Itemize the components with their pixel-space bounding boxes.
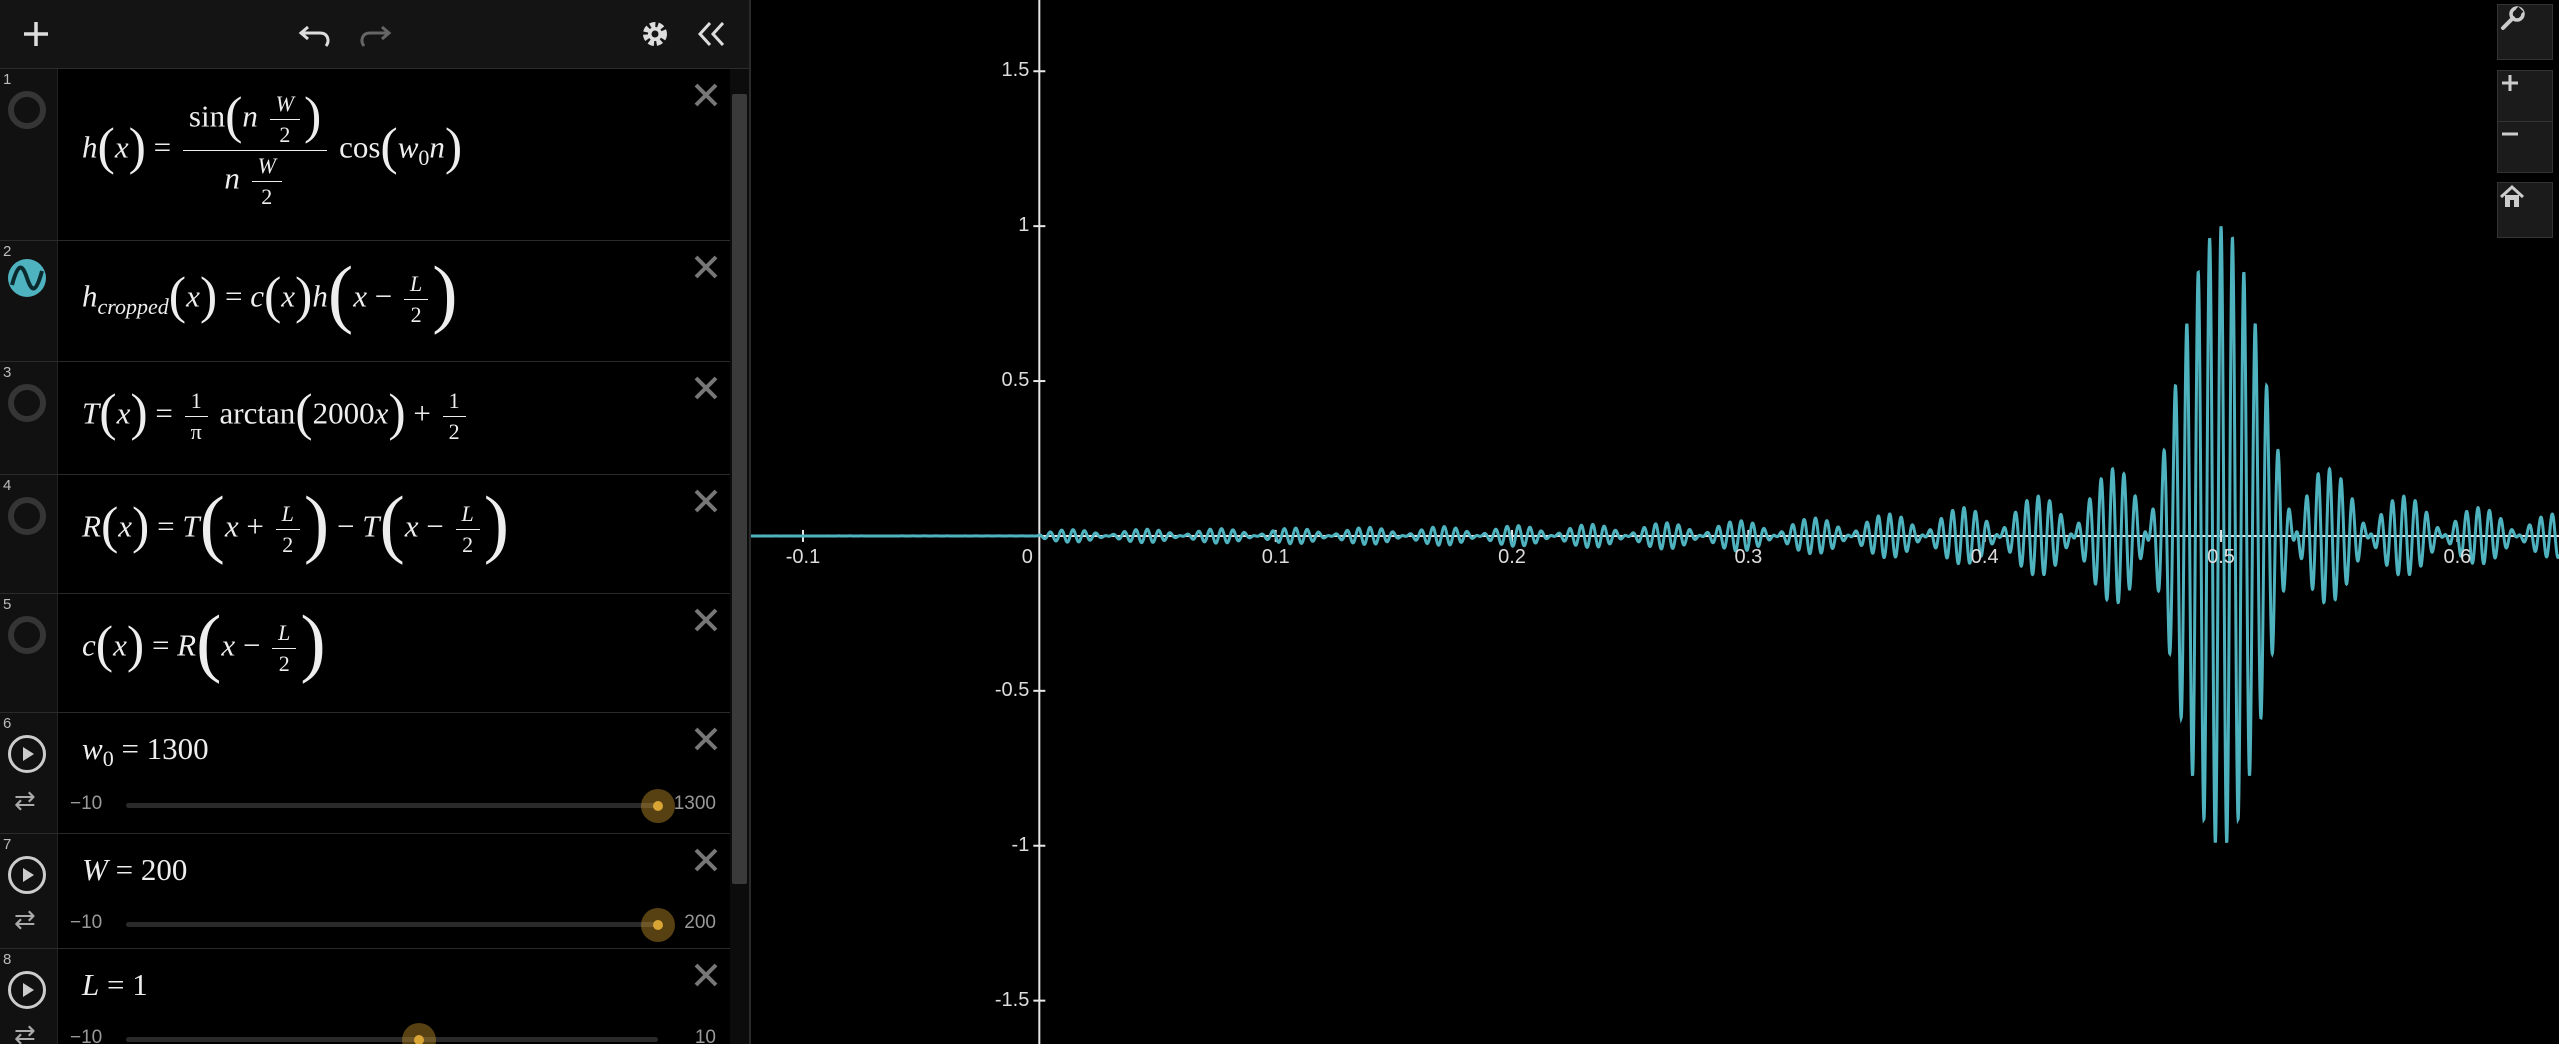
slider-equation[interactable]: L = 1 — [82, 967, 148, 1002]
expression-scrollbar[interactable] — [730, 69, 749, 1044]
expression-gutter: 7 ⇄ — [0, 834, 58, 948]
close-icon[interactable] — [688, 842, 724, 878]
slider[interactable]: −10 200 — [70, 908, 716, 942]
expression-row[interactable]: 6 ⇄ w0 = 1300 −10 1300 — [0, 713, 730, 834]
x-tick-label: 0.4 — [1970, 545, 1999, 568]
y-tick-label: 0.5 — [1001, 369, 1030, 392]
expression-gutter: 3 — [0, 362, 58, 474]
slider-min[interactable]: −10 — [70, 912, 103, 933]
scrollbar-thumb[interactable] — [732, 94, 747, 884]
play-button[interactable] — [8, 735, 46, 773]
expression-row[interactable]: 4 R(x) = T(x + L 2) − T(x − L 2) — [0, 475, 730, 594]
close-icon[interactable] — [688, 483, 724, 519]
x-tick-label: 0.5 — [2207, 545, 2235, 568]
slider-equation[interactable]: w0 = 1300 — [82, 731, 209, 772]
redo-icon[interactable] — [352, 12, 396, 56]
expression-gutter: 2 — [0, 241, 58, 361]
play-button[interactable] — [8, 856, 46, 894]
expression-index: 6 — [3, 715, 12, 732]
expression-index: 4 — [3, 477, 12, 494]
expression-row[interactable]: 2 hcropped(x) = c(x)h(x − L 2) — [0, 241, 730, 362]
visibility-toggle[interactable] — [8, 497, 46, 535]
loop-icon[interactable]: ⇄ — [14, 1019, 36, 1044]
expression-row[interactable]: 8 ⇄ L = 1 −10 10 — [0, 949, 730, 1044]
close-icon[interactable] — [688, 77, 724, 113]
close-icon[interactable] — [688, 249, 724, 285]
close-icon[interactable] — [688, 957, 724, 993]
slider-track[interactable] — [126, 789, 675, 823]
plus-icon[interactable] — [14, 12, 58, 56]
graph-canvas[interactable]: -0.1 0 0.1 0.2 0.3 0.4 0.5 0.6 1.5 1 0.5 -0.5 -1 -1.5 — [751, 0, 2559, 1044]
slider-max[interactable]: 200 — [684, 912, 716, 933]
slider-track[interactable] — [126, 1023, 658, 1044]
undo-icon[interactable] — [294, 12, 338, 56]
expression-gutter: 4 — [0, 475, 58, 593]
expression-gutter: 1 — [0, 69, 58, 240]
close-icon[interactable] — [688, 721, 724, 757]
expression-index: 3 — [3, 364, 12, 381]
y-tick-label: -1 — [1011, 833, 1030, 856]
play-button[interactable] — [8, 971, 46, 1009]
wrench-icon[interactable] — [2497, 4, 2553, 60]
loop-icon[interactable]: ⇄ — [14, 904, 36, 934]
slider-max[interactable]: 1300 — [673, 793, 716, 814]
close-icon[interactable] — [688, 602, 724, 638]
slider-min[interactable]: −10 — [70, 1027, 103, 1044]
h-cropped-curve[interactable] — [751, 226, 2559, 843]
close-icon[interactable] — [688, 370, 724, 406]
y-tick-label: 1.5 — [1001, 59, 1030, 82]
visibility-toggle[interactable] — [8, 384, 46, 422]
visibility-toggle[interactable] — [8, 616, 46, 654]
zoom-in-icon[interactable] — [2497, 70, 2553, 122]
slider-thumb[interactable] — [401, 1023, 436, 1044]
expression-index: 1 — [3, 71, 12, 88]
expression-gutter: 5 — [0, 594, 58, 712]
expression-math[interactable]: R(x) = T(x + L 2) − T(x − L 2) — [82, 481, 510, 566]
expression-row[interactable]: 7 ⇄ W = 200 −10 200 — [0, 834, 730, 949]
expression-toolbar — [0, 0, 749, 69]
expression-index: 8 — [3, 951, 12, 968]
slider[interactable]: −10 1300 — [70, 789, 716, 823]
x-tick-label: 0.1 — [1261, 545, 1290, 568]
expression-math[interactable]: hcropped(x) = c(x)h(x − L 2) — [82, 251, 458, 336]
expression-index: 7 — [3, 836, 12, 853]
x-tick-label: 0.3 — [1734, 545, 1763, 568]
x-tick-label: 0.2 — [1498, 545, 1526, 568]
y-tick-label: -0.5 — [994, 678, 1030, 701]
slider-thumb[interactable] — [641, 789, 675, 823]
expression-index: 5 — [3, 596, 12, 613]
expression-math[interactable]: c(x) = R(x − L 2) — [82, 600, 326, 685]
expression-row[interactable]: 5 c(x) = R(x − L 2) — [0, 594, 730, 713]
slider[interactable]: −10 10 — [70, 1023, 716, 1044]
slider-min[interactable]: −10 — [70, 793, 103, 814]
loop-icon[interactable]: ⇄ — [14, 785, 36, 815]
zoom-out-icon[interactable] — [2497, 121, 2553, 173]
visibility-toggle[interactable] — [8, 91, 46, 129]
expression-gutter: 8 ⇄ — [0, 949, 58, 1044]
gear-icon[interactable] — [633, 12, 677, 56]
slider-thumb[interactable] — [641, 908, 675, 942]
y-tick-label: 1 — [1018, 214, 1030, 237]
expression-index: 2 — [3, 243, 12, 260]
y-tick-label: -1.5 — [994, 988, 1030, 1011]
slider-max[interactable]: 10 — [694, 1027, 716, 1044]
visibility-toggle[interactable] — [8, 259, 46, 297]
x-tick-label: 0 — [1021, 545, 1033, 568]
slider-track[interactable] — [126, 908, 675, 942]
home-icon[interactable] — [2497, 182, 2553, 238]
slider-equation[interactable]: W = 200 — [82, 852, 188, 887]
graph-svg[interactable] — [751, 0, 2559, 1044]
x-tick-label: -0.1 — [785, 545, 821, 568]
x-tick-label: 0.6 — [2443, 545, 2472, 568]
expression-gutter: 6 ⇄ — [0, 713, 58, 833]
collapse-icon[interactable] — [690, 12, 734, 56]
